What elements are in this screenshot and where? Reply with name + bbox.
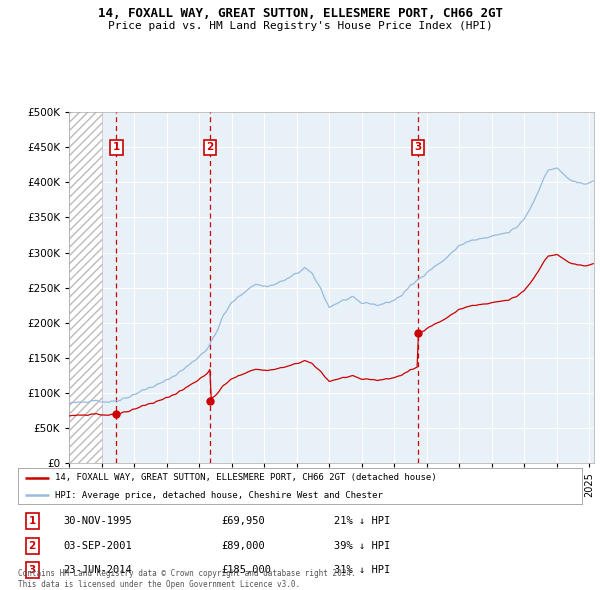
Text: Price paid vs. HM Land Registry's House Price Index (HPI): Price paid vs. HM Land Registry's House … [107, 21, 493, 31]
Text: 30-NOV-1995: 30-NOV-1995 [63, 516, 132, 526]
Text: HPI: Average price, detached house, Cheshire West and Chester: HPI: Average price, detached house, Ches… [55, 491, 383, 500]
Text: Contains HM Land Registry data © Crown copyright and database right 2024.
This d: Contains HM Land Registry data © Crown c… [18, 569, 356, 589]
Text: 2: 2 [206, 142, 214, 152]
Text: 2: 2 [28, 541, 36, 550]
Text: 03-SEP-2001: 03-SEP-2001 [63, 541, 132, 550]
Text: 23-JUN-2014: 23-JUN-2014 [63, 565, 132, 575]
Text: 3: 3 [28, 565, 36, 575]
Text: 21% ↓ HPI: 21% ↓ HPI [334, 516, 390, 526]
Text: 3: 3 [415, 142, 422, 152]
Text: 31% ↓ HPI: 31% ↓ HPI [334, 565, 390, 575]
Text: £185,000: £185,000 [221, 565, 271, 575]
Text: 14, FOXALL WAY, GREAT SUTTON, ELLESMERE PORT, CH66 2GT: 14, FOXALL WAY, GREAT SUTTON, ELLESMERE … [97, 7, 503, 20]
Text: £69,950: £69,950 [221, 516, 265, 526]
Text: 14, FOXALL WAY, GREAT SUTTON, ELLESMERE PORT, CH66 2GT (detached house): 14, FOXALL WAY, GREAT SUTTON, ELLESMERE … [55, 473, 436, 482]
Text: 1: 1 [28, 516, 36, 526]
Text: £89,000: £89,000 [221, 541, 265, 550]
Text: 39% ↓ HPI: 39% ↓ HPI [334, 541, 390, 550]
Text: 1: 1 [113, 142, 120, 152]
